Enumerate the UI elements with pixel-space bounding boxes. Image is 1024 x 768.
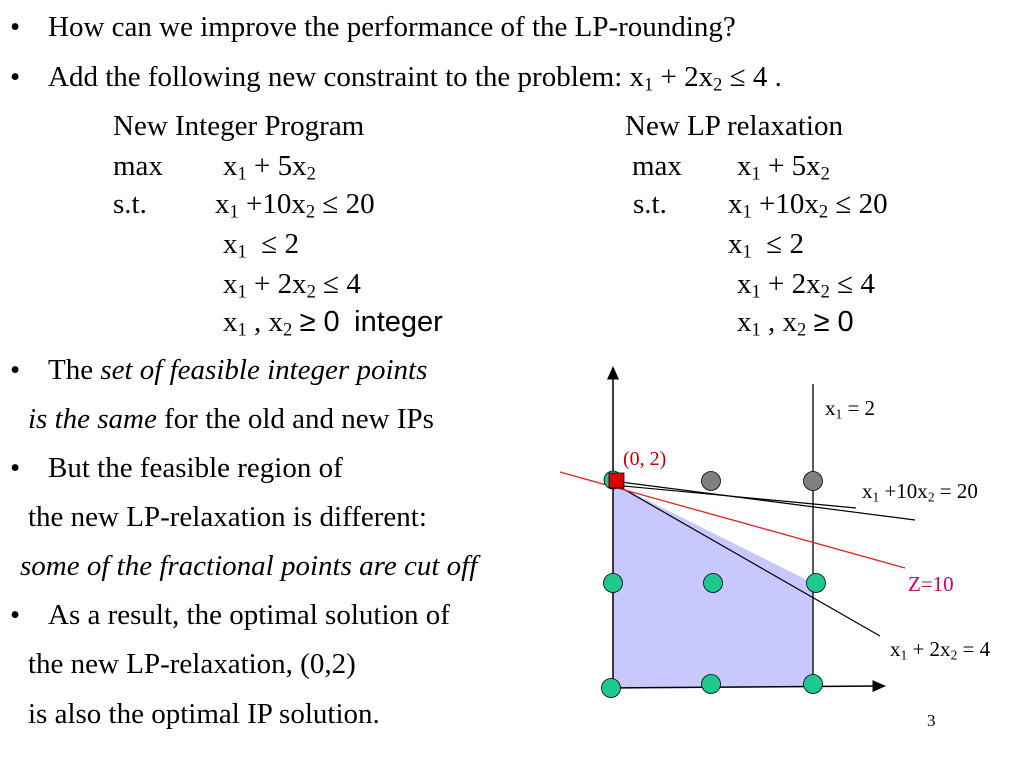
integer-point — [806, 573, 826, 593]
integer-point — [601, 678, 621, 698]
lp-constraint-2: x1 ≤ 2 — [728, 228, 804, 263]
ip-constraint-4: x1 , x2 ≥ 0 integer — [223, 306, 443, 341]
bullet-4-line-3: some of the fractional points are cut of… — [20, 550, 478, 582]
infeasible-point — [803, 471, 823, 491]
ip-objective: x1 + 5x2 — [223, 150, 316, 185]
label-constraint-2: x1 + 2x2 = 4 — [890, 637, 991, 663]
label-z10: Z=10 — [908, 572, 954, 596]
page-number: 3 — [927, 711, 936, 730]
ip-heading: New Integer Program — [113, 110, 365, 142]
bullet-4-marker: • — [10, 452, 21, 484]
bullet-5-line-2: the new LP-relaxation, (0,2) — [28, 648, 356, 680]
bullet-1-text: How can we improve the performance of th… — [48, 11, 736, 43]
ip-constraint-1: x1 +10x2 ≤ 20 — [215, 188, 375, 223]
integer-point — [803, 674, 823, 694]
constraint-1-line — [612, 480, 916, 521]
label-x1-eq-2: x1 = 2 — [825, 396, 876, 422]
label-optimal-point: (0, 2) — [623, 448, 667, 470]
integer-point — [703, 573, 723, 593]
bullet-3-marker: • — [10, 354, 21, 386]
bullet-2-marker: • — [10, 61, 21, 93]
lp-constraint-1: x1 +10x2 ≤ 20 — [728, 188, 888, 223]
bullet-5-marker: • — [10, 599, 21, 631]
ip-max-keyword: max — [113, 150, 163, 182]
bullet-4-line-2: the new LP-relaxation is different: — [28, 501, 427, 533]
bullet-marker: • — [10, 11, 21, 43]
lp-max-keyword: max — [632, 150, 682, 182]
integer-point — [603, 573, 623, 593]
bullet-4-line-1: But the feasible region of — [48, 452, 343, 484]
integer-point — [701, 674, 721, 694]
lp-constraint-3: x1 + 2x2 ≤ 4 — [737, 268, 875, 303]
ip-constraint-2: x1 ≤ 2 — [223, 228, 299, 263]
infeasible-point — [701, 471, 721, 491]
bullet-3-line-2: is the same for the old and new IPs — [28, 403, 434, 435]
label-constraint-1: x1 +10x2 = 20 — [862, 479, 978, 505]
ip-st-keyword: s.t. — [113, 188, 147, 220]
optimal-point-marker — [608, 472, 625, 489]
lp-st-keyword: s.t. — [633, 188, 667, 220]
ip-constraint-3: x1 + 2x2 ≤ 4 — [223, 268, 361, 303]
constraint-1-line-upper — [612, 484, 857, 509]
lp-constraint-4: x1 , x2 ≥ 0 — [737, 306, 854, 341]
bullet-2-text: Add the following new constraint to the … — [48, 61, 782, 96]
lp-objective: x1 + 5x2 — [737, 150, 830, 185]
lp-heading: New LP relaxation — [625, 110, 843, 142]
bullet-5-line-3: is also the optimal IP solution. — [28, 698, 380, 730]
x1-axis — [607, 680, 886, 693]
bullet-1: • — [10, 13, 20, 42]
bullet-3-text: The set of feasible integer points — [48, 354, 428, 386]
constraint-2-line — [612, 482, 881, 637]
bullet-5-line-1: As a result, the optimal solution of — [48, 599, 450, 631]
